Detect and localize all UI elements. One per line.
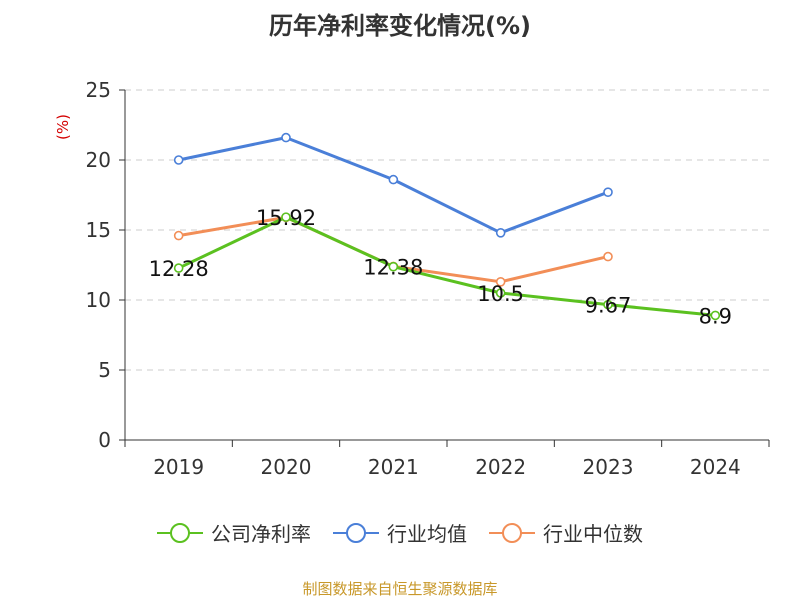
legend-item-industry-mean[interactable]: 行业均值: [333, 518, 467, 547]
data-point: [603, 251, 613, 262]
x-tick-label: 2022: [475, 455, 526, 479]
data-point: [388, 174, 399, 185]
legend: 公司净利率 行业均值 行业中位数: [0, 518, 800, 547]
x-tick-label: 2019: [153, 455, 204, 479]
y-tick-label: 5: [98, 358, 111, 382]
data-source-note: 制图数据来自恒生聚源数据库: [302, 580, 498, 598]
data-labels: 12.28 15.92 12.38 10.5 9.67 8.9: [149, 206, 732, 328]
y-axis-label: (%): [54, 114, 72, 140]
data-point: [173, 230, 184, 241]
legend-label: 行业均值: [387, 522, 467, 546]
legend-marker-icon: [333, 522, 379, 544]
data-point: [281, 132, 291, 143]
data-label: 10.5: [477, 282, 524, 306]
data-point: [495, 288, 506, 298]
series-line: [178, 215, 716, 317]
data-point: [603, 187, 613, 197]
series-line: [178, 136, 609, 235]
data-point: [173, 263, 184, 273]
x-tick-label: 2023: [583, 455, 634, 479]
y-tick-label: 20: [86, 148, 111, 172]
x-tick-label: 2024: [690, 455, 741, 479]
legend-item-industry-median[interactable]: 行业中位数: [489, 518, 643, 547]
y-tick-label: 10: [86, 288, 111, 312]
legend-label: 公司净利率: [211, 522, 311, 546]
series-lines: [173, 132, 721, 321]
axes: 0 5 10 15 20 25 2019 2020 2021 2022 2023 2024: [86, 78, 770, 479]
y-tick-label: 15: [86, 218, 111, 242]
legend-marker-icon: [489, 522, 535, 544]
data-label: 12.38: [363, 256, 423, 280]
data-label: 12.28: [149, 257, 209, 281]
data-point: [710, 310, 721, 321]
data-point: [603, 299, 613, 310]
x-tick-label: 2021: [368, 455, 419, 479]
legend-marker-icon: [157, 522, 203, 544]
y-tick-label: 25: [86, 78, 111, 102]
data-point: [173, 155, 184, 165]
legend-dot: [346, 522, 366, 543]
data-point: [495, 228, 506, 238]
data-point: [495, 276, 506, 287]
data-label: 8.9: [699, 304, 732, 328]
data-point: [388, 261, 399, 272]
y-tick-label: 0: [98, 428, 111, 452]
data-label: 15.92: [256, 206, 316, 230]
grid-lines: [125, 89, 769, 371]
legend-label: 行业中位数: [543, 522, 643, 546]
data-point: [281, 212, 291, 222]
legend-dot: [502, 522, 522, 543]
legend-item-company[interactable]: 公司净利率: [157, 518, 311, 547]
legend-dot: [170, 522, 190, 543]
chart-title: 历年净利率变化情况(%): [269, 12, 531, 40]
x-tick-label: 2020: [261, 455, 312, 479]
data-label: 9.67: [585, 294, 632, 318]
